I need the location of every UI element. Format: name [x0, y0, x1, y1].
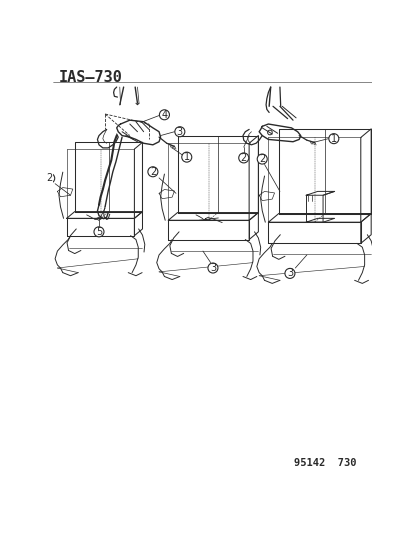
- Text: 2: 2: [150, 167, 156, 177]
- Text: 2: 2: [240, 153, 246, 163]
- Text: 1: 1: [330, 134, 336, 144]
- Circle shape: [174, 127, 184, 137]
- Circle shape: [238, 153, 248, 163]
- Text: 3: 3: [286, 269, 292, 278]
- Circle shape: [159, 110, 169, 120]
- Text: 4: 4: [161, 110, 167, 120]
- Text: 1: 1: [183, 152, 190, 162]
- Text: 5: 5: [96, 227, 102, 237]
- Text: 95142  730: 95142 730: [294, 458, 356, 468]
- Text: 3: 3: [209, 263, 216, 273]
- Text: IAS–730: IAS–730: [59, 70, 123, 85]
- Text: 2: 2: [259, 154, 265, 164]
- Circle shape: [181, 152, 191, 162]
- Circle shape: [328, 134, 338, 144]
- Circle shape: [256, 154, 266, 164]
- Text: 3: 3: [176, 127, 183, 137]
- Circle shape: [207, 263, 217, 273]
- Circle shape: [45, 173, 55, 183]
- Circle shape: [94, 227, 104, 237]
- Circle shape: [147, 167, 157, 177]
- Circle shape: [284, 269, 294, 278]
- Text: 2: 2: [47, 173, 53, 183]
